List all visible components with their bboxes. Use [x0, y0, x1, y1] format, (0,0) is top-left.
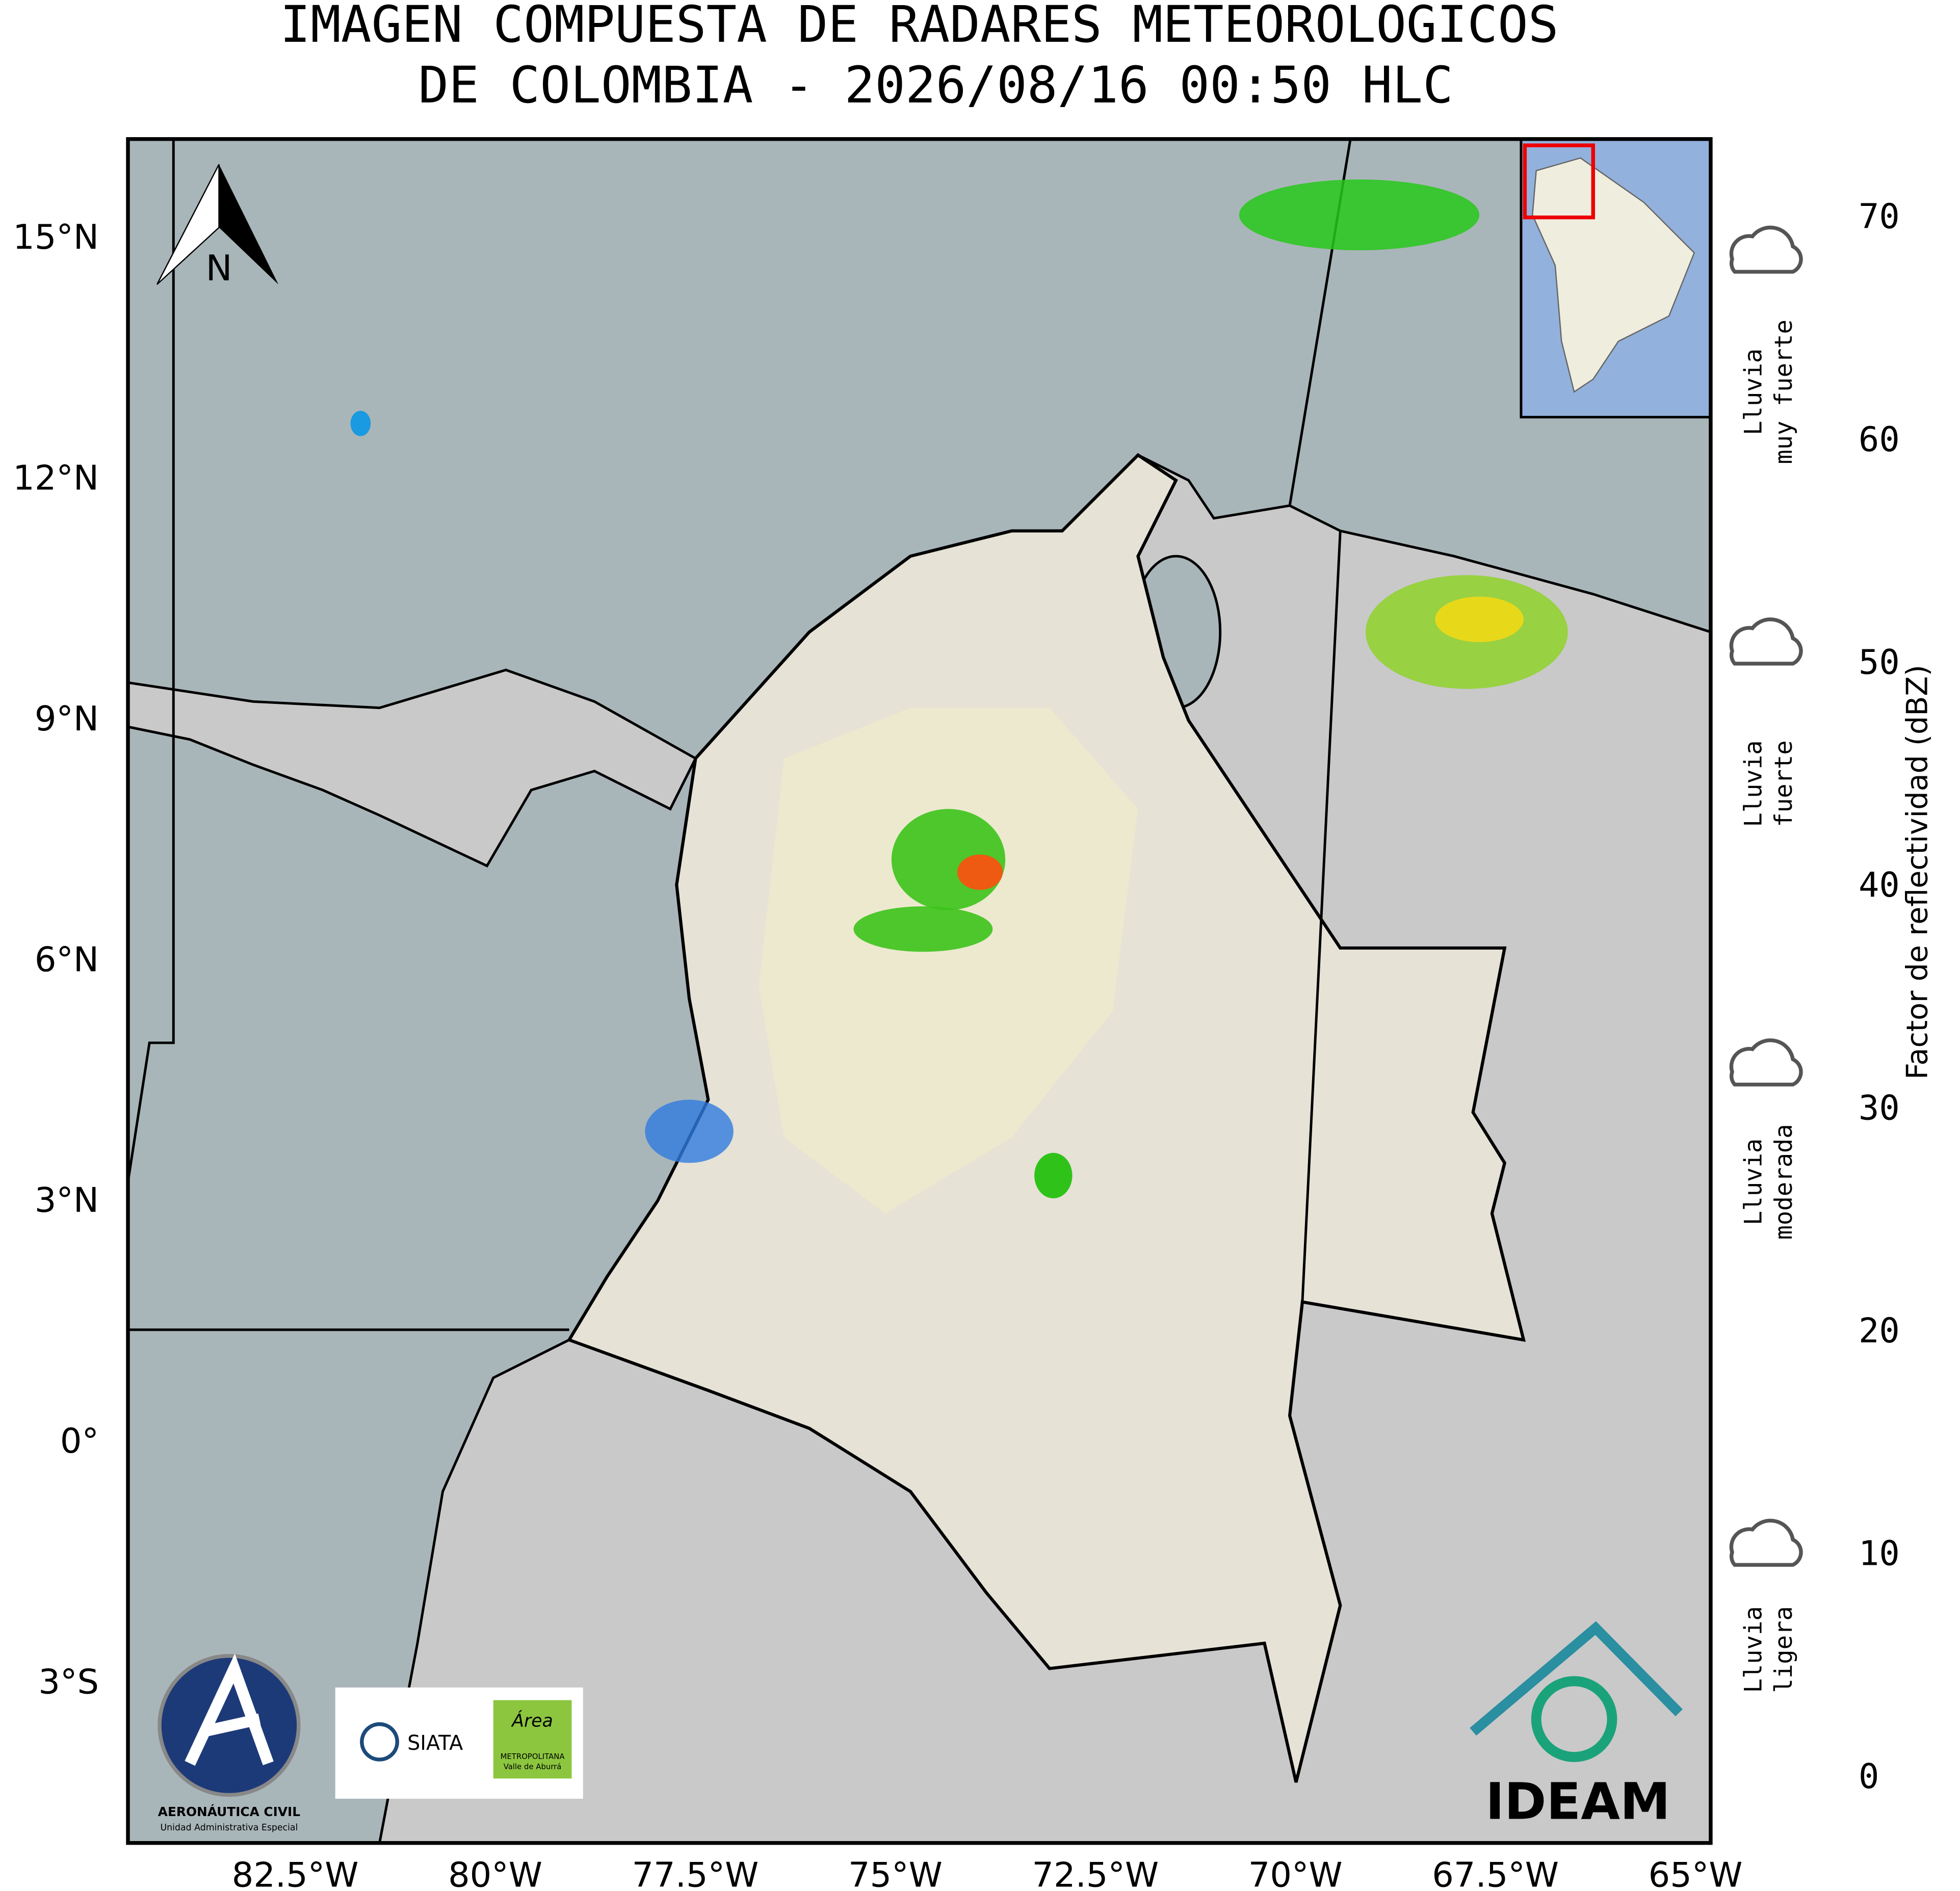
echo — [350, 410, 371, 436]
rain-icon — [1729, 225, 1803, 274]
colorbar-tick-label: 40 — [1859, 865, 1900, 905]
y-tick-label: 9°N — [35, 699, 99, 739]
x-tick-label: 65°W — [1649, 1855, 1743, 1891]
logo-text: IDEAM — [1485, 1773, 1670, 1831]
map-area — [128, 139, 1711, 1843]
rain-icon — [1729, 617, 1803, 666]
logos: AERONÁUTICA CIVIL Unidad Administrativa … — [158, 1621, 1683, 1833]
logo-text: Unidad Administrativa Especial — [160, 1823, 298, 1833]
echo — [1239, 179, 1480, 251]
rain-icon — [1729, 1518, 1803, 1567]
echo — [1034, 1152, 1073, 1198]
rain-level-label: Lluvia — [1740, 349, 1768, 435]
colorbar-tick-label: 70 — [1859, 197, 1900, 237]
x-tick-label: 77.5°W — [632, 1855, 759, 1891]
rain-level-label: Lluvia — [1740, 740, 1768, 827]
x-tick-label: 70°W — [1248, 1855, 1343, 1891]
y-tick-label: 3°N — [35, 1180, 99, 1220]
logo-text: SIATA — [407, 1731, 463, 1755]
rain-level-label: fuerte — [1770, 740, 1798, 827]
logo-text: METROPOLITANA — [501, 1752, 565, 1761]
title-line: IMAGEN COMPUESTA DE RADARES METEOROLOGIC… — [280, 0, 1558, 54]
rain-level-label: Lluvia — [1740, 1606, 1768, 1693]
rain-echoes — [350, 179, 1568, 1198]
colorbar-tick-label: 20 — [1859, 1310, 1900, 1350]
colorbar-tick-label: 60 — [1859, 419, 1900, 459]
echo — [1435, 596, 1524, 642]
colorbar-tick-label: 0 — [1859, 1756, 1879, 1796]
y-tick-label: 15°N — [13, 217, 99, 257]
north-label: N — [206, 248, 232, 289]
y-tick-label: 0° — [60, 1421, 99, 1461]
rain-level-label: muy fuerte — [1770, 320, 1798, 464]
echo — [645, 1099, 734, 1163]
boundary-lines — [128, 139, 1352, 1331]
rain-level-label: ligera — [1770, 1606, 1798, 1693]
rain-level-label: Lluvia — [1740, 1139, 1768, 1225]
central-america — [128, 668, 697, 868]
x-tick-label: 72.5°W — [1032, 1855, 1159, 1891]
logo-text: Valle de Aburrá — [504, 1762, 562, 1771]
x-tick-label: 80°W — [448, 1855, 542, 1891]
echo — [853, 906, 993, 952]
inset-extent — [1523, 143, 1595, 220]
region-fill — [759, 707, 1138, 1214]
rain-icon — [1729, 1038, 1803, 1087]
logo-text: Área — [511, 1710, 553, 1731]
colorbar-tick-label: 50 — [1859, 642, 1900, 682]
map-frame — [126, 137, 1713, 1845]
y-tick-label: 12°N — [13, 458, 99, 498]
y-tick-label: 3°S — [38, 1662, 99, 1702]
colorbar-label: Factor de reflectividad (dBZ) — [1901, 665, 1935, 1080]
colorbar-tick-label: 10 — [1859, 1534, 1900, 1573]
logo-text: AERONÁUTICA CIVIL — [158, 1804, 300, 1819]
x-tick-label: 75°W — [848, 1855, 943, 1891]
y-tick-label: 6°N — [35, 939, 99, 979]
echo — [957, 854, 1003, 890]
x-tick-label: 67.5°W — [1432, 1855, 1559, 1891]
title-line: DE COLOMBIA - 2026/08/16 00:50 HLC — [419, 56, 1453, 115]
rain-level-label: moderada — [1770, 1124, 1798, 1240]
colorbar-tick-label: 30 — [1859, 1088, 1900, 1127]
x-tick-label: 82.5°W — [232, 1855, 359, 1891]
